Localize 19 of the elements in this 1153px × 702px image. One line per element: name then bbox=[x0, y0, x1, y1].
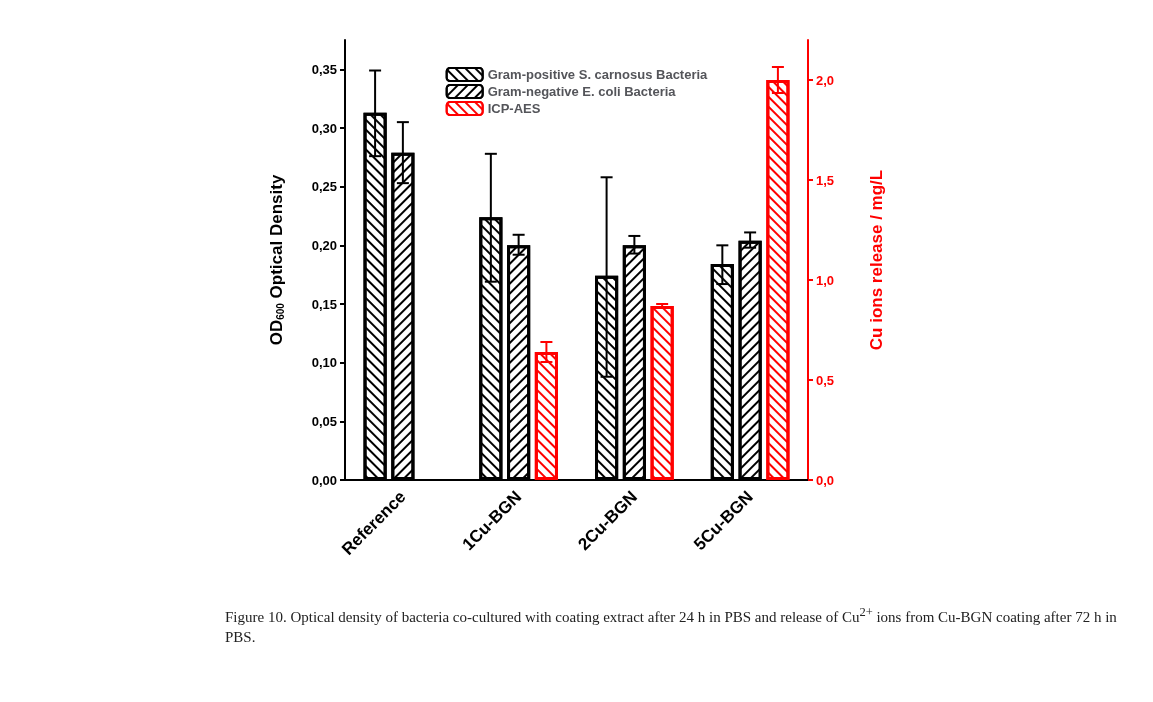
y-axis-title: OD600 Optical Density bbox=[266, 174, 286, 346]
y2-tick-label: 2,0 bbox=[816, 72, 835, 88]
y2-tick-label: 1,5 bbox=[816, 172, 835, 188]
y2-tick-label: 1,0 bbox=[816, 272, 835, 288]
text: Figure 10. Optical density of bacteria co-cultured with coating extract after 24 h in PBS and release of Cu$^{2+}$ ions from Cu-BGN coating after 72 h in PBS. bbox=[225, 605, 1117, 645]
y-tick-label: 0,00 bbox=[311, 472, 337, 488]
y-tick-label: 0,35 bbox=[311, 61, 337, 77]
y2-tick-label: 0,0 bbox=[816, 472, 835, 488]
y-tick-label: 0,15 bbox=[311, 296, 337, 312]
y2-tick-label: 0,5 bbox=[816, 372, 835, 388]
legend-label: Gram-negative E. coli Bacteria bbox=[487, 84, 677, 99]
y2-axis-title: Cu ions release / mg/L bbox=[867, 169, 886, 351]
legend-label: ICP-AES bbox=[487, 101, 541, 116]
y-tick-label: 0,10 bbox=[311, 355, 337, 371]
legend-label: Gram-positive S. carnosus Bacteria bbox=[487, 67, 709, 82]
y-tick-label: 0,30 bbox=[311, 120, 337, 136]
y-tick-label: 0,05 bbox=[311, 413, 337, 429]
y-tick-label: 0,25 bbox=[311, 179, 337, 195]
y-tick-label: 0,20 bbox=[311, 237, 337, 253]
